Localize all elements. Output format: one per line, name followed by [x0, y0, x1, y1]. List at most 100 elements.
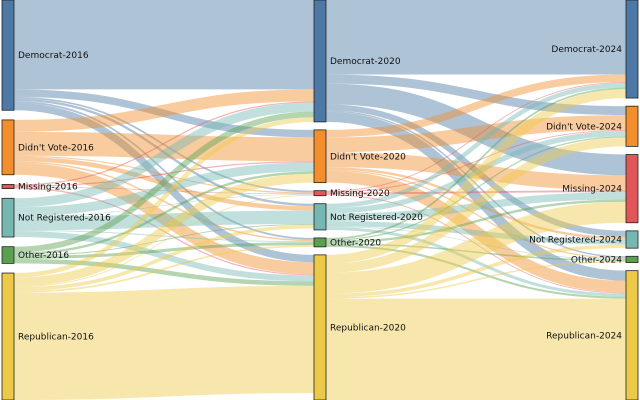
- flow-n16-to-r20n: [13, 156, 315, 211]
- node-label-p16: Republican-2016: [18, 333, 94, 343]
- flow-n20-to-p24: [325, 170, 627, 293]
- node-label-d16: Democrat-2016: [18, 51, 89, 61]
- flow-p20-to-o24: [325, 261, 627, 299]
- flow-m16-to-d20: [13, 101, 315, 186]
- flow-o16-to-p20: [13, 258, 315, 286]
- flow-p16-to-o20: [13, 245, 315, 293]
- flow-n16-to-d20: [13, 89, 315, 132]
- flow-n16-to-o20: [13, 161, 315, 242]
- flow-n16-to-m20: [13, 155, 315, 194]
- flow-r20n-to-n24: [325, 130, 627, 214]
- flow-r16n-to-n20: [13, 162, 315, 217]
- node-label-r24n: Not Registered-2024: [529, 236, 622, 246]
- node-d20: [313, 0, 327, 123]
- flow-o20-to-n24: [325, 136, 627, 241]
- node-label-r20n: Not Registered-2020: [330, 213, 423, 223]
- node-label-n20: Didn't Vote-2020: [330, 152, 406, 162]
- node-o24: [625, 255, 639, 263]
- flow-r20n-to-m24: [325, 192, 627, 221]
- node-label-n24: Didn't Vote-2024: [546, 122, 622, 132]
- flow-n20-to-r24n: [325, 167, 627, 240]
- node-r24n: [625, 230, 639, 249]
- flow-m16-to-p20: [13, 187, 315, 276]
- flow-p16-to-m20: [13, 194, 315, 288]
- label-layer: Democrat-2016 Didn't Vote-2016 Missing-201…: [18, 45, 622, 343]
- node-label-n16: Didn't Vote-2016: [18, 143, 94, 153]
- node-d16: [1, 0, 15, 111]
- flow-p16-to-p20: [13, 285, 315, 400]
- flow-d20-to-p24: [325, 111, 627, 281]
- node-label-p20: Republican-2020: [330, 323, 406, 333]
- flow-p20-to-r24n: [325, 244, 627, 298]
- flow-o20-to-d24: [325, 87, 627, 240]
- flow-o16-to-n20: [13, 171, 315, 256]
- node-p20: [313, 254, 327, 400]
- flow-o16-to-d20: [13, 111, 315, 253]
- flow-p16-to-r20n: [13, 224, 315, 291]
- flow-layer: [13, 0, 627, 400]
- node-n16: [1, 119, 15, 176]
- flow-n20-to-m24: [325, 152, 627, 191]
- flow-p20-to-d24: [325, 89, 627, 264]
- node-p24: [625, 270, 639, 400]
- flow-d16-to-n20: [13, 89, 315, 138]
- flow-m16-to-m20: [13, 186, 315, 195]
- flow-r16n-to-m20: [13, 194, 315, 217]
- node-n24: [625, 105, 639, 147]
- flow-p16-to-n20: [13, 173, 315, 287]
- node-o16: [1, 246, 15, 264]
- flow-d16-to-o20: [13, 101, 315, 240]
- node-r20n: [313, 203, 327, 231]
- node-label-p24: Republican-2024: [546, 331, 622, 341]
- node-label-o16: Other-2016: [18, 251, 69, 261]
- flow-o20-to-p24: [325, 244, 627, 299]
- flow-d20-to-o24: [325, 110, 627, 258]
- node-label-o24: Other-2024: [571, 255, 622, 265]
- node-label-m20: Missing-2020: [330, 189, 390, 199]
- node-label-r16n: Not Registered-2016: [18, 214, 111, 224]
- flow-d16-to-m20: [13, 96, 315, 193]
- flow-r16n-to-p20: [13, 231, 315, 282]
- flow-r16n-to-r20n: [13, 210, 315, 231]
- flow-d16-to-r20n: [13, 98, 315, 207]
- flow-n16-to-p20: [13, 162, 315, 275]
- node-m20: [313, 190, 327, 197]
- flow-d16-to-p20: [13, 102, 315, 263]
- node-o20: [313, 237, 327, 248]
- flow-o20-to-o24: [325, 243, 627, 262]
- flow-o20-to-m24: [325, 199, 627, 244]
- flow-r16n-to-o20: [13, 230, 315, 243]
- flow-r20n-to-o24: [325, 226, 627, 260]
- flow-n20-to-n24: [325, 115, 627, 153]
- node-label-o20: Other-2020: [330, 238, 381, 248]
- flow-p16-to-d20: [13, 117, 315, 278]
- flow-m20-to-d24: [325, 81, 627, 192]
- flow-d20-to-m24: [325, 83, 627, 176]
- node-label-d20: Democrat-2020: [330, 57, 401, 67]
- node-p16: [1, 272, 15, 400]
- node-r16n: [1, 197, 15, 238]
- node-label-m16: Missing-2016: [18, 183, 78, 193]
- node-label-m24: Missing-2024: [562, 185, 622, 195]
- flow-o16-to-r20n: [13, 223, 315, 256]
- node-m24: [625, 154, 639, 224]
- flow-p20-to-m24: [325, 201, 627, 294]
- node-m16: [1, 184, 15, 190]
- flow-o16-to-o20: [13, 242, 315, 259]
- flow-p20-to-n24: [325, 137, 627, 273]
- node-label-d24: Democrat-2024: [551, 45, 622, 55]
- flow-m20-to-n24: [325, 130, 627, 193]
- flow-r20n-to-p24: [325, 226, 627, 297]
- flow-d20-to-n24: [325, 74, 627, 116]
- flow-n16-to-n20: [13, 131, 315, 162]
- flow-r16n-to-d20: [13, 102, 315, 208]
- flow-r20n-to-d24: [325, 82, 627, 209]
- flow-n20-to-d24: [325, 74, 627, 138]
- flow-m20-to-p24: [325, 194, 627, 294]
- node-n20: [313, 129, 327, 184]
- flow-m20-to-m24: [325, 190, 627, 195]
- flow-n20-to-o24: [325, 169, 627, 259]
- flow-m16-to-n20: [13, 161, 315, 187]
